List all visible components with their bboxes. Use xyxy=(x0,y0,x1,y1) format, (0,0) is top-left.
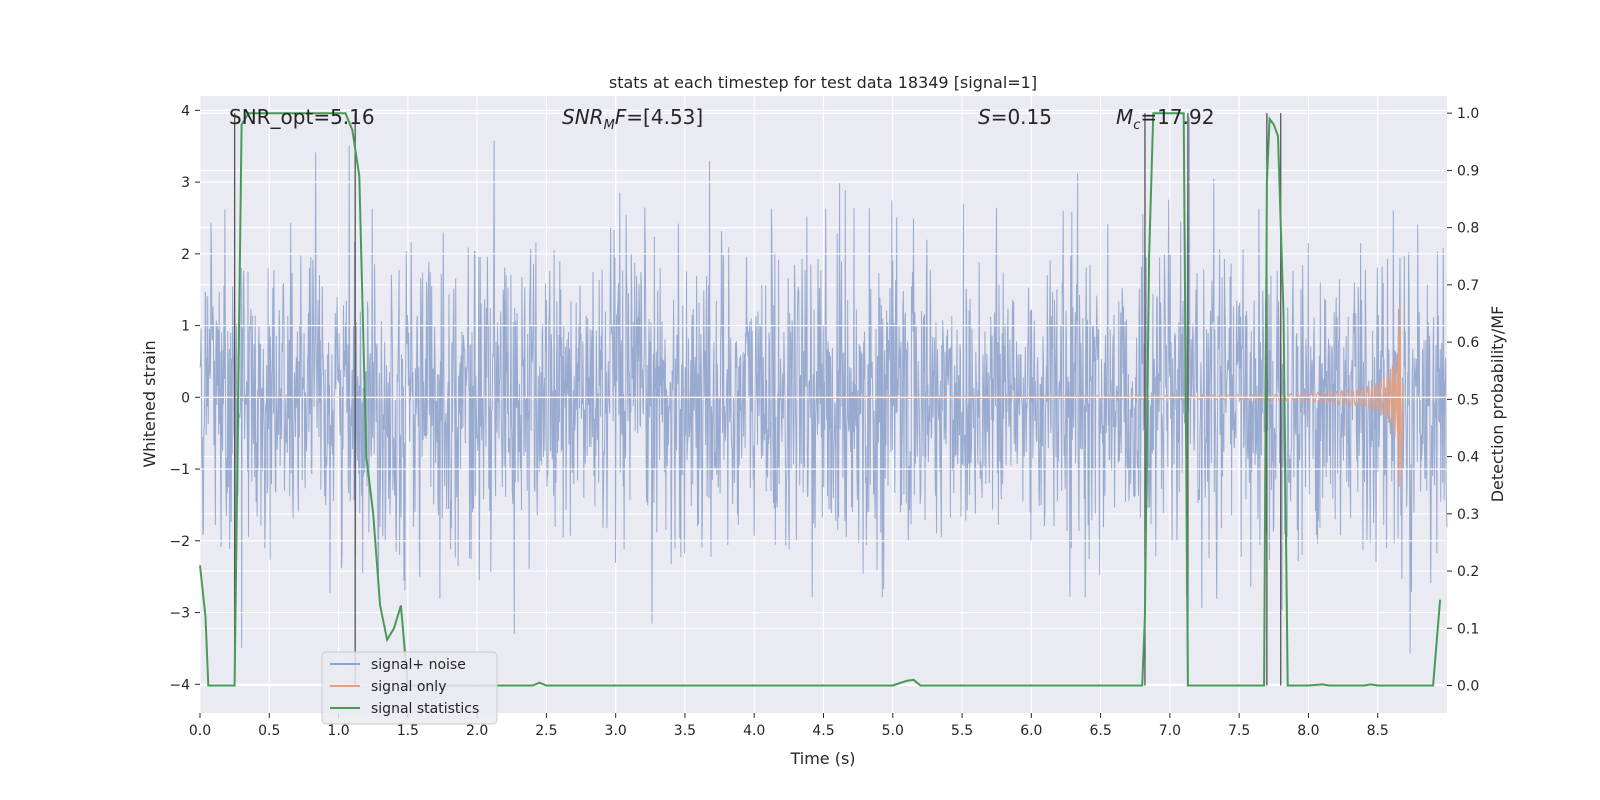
x-tick-label: 0.5 xyxy=(258,723,280,739)
y-tick-label-left: −3 xyxy=(169,606,190,622)
y-tick-label-left: −1 xyxy=(169,462,190,478)
x-tick-label: 2.5 xyxy=(535,723,557,739)
x-tick-label: 4.0 xyxy=(743,723,765,739)
annotation-mc-value: =17.92 xyxy=(1140,105,1214,129)
x-tick-label: 6.5 xyxy=(1089,723,1111,739)
annotation-s-label: S xyxy=(978,105,991,129)
y-tick-label-right: 0.1 xyxy=(1457,621,1479,637)
x-tick-label: 1.5 xyxy=(397,723,419,739)
axis-ticks: 0.0 0.5 1.0 1.5 2.0 2.5 3.0 3.5 4.0 4.5 5.0 5.5 6.0 6… xyxy=(169,103,1479,739)
legend-label-signal-only: signal only xyxy=(371,679,446,695)
y-tick-label-left: 3 xyxy=(181,175,190,191)
annotation-s-value: =0.15 xyxy=(991,105,1052,129)
y-tick-label-right: 1.0 xyxy=(1457,106,1479,122)
y-tick-label-left: 0 xyxy=(181,390,190,406)
annotation-snr-mf-sub: M xyxy=(604,118,615,133)
legend-label-statistics: signal statistics xyxy=(371,701,479,717)
y-tick-label-right: 0.9 xyxy=(1457,163,1479,179)
y-tick-label-left: 4 xyxy=(181,103,190,119)
signal-noise-series xyxy=(199,117,1448,654)
legend-box xyxy=(321,651,498,725)
x-tick-label: 1.0 xyxy=(327,723,349,739)
y-tick-label-right: 0.0 xyxy=(1457,679,1479,695)
chart-title: stats at each timestep for test data 183… xyxy=(609,73,1037,92)
annotation-snr-mf-suffix: F xyxy=(615,105,627,129)
annotation-snr-mf-value: =[4.53] xyxy=(626,105,703,129)
y-tick-label-right: 0.6 xyxy=(1457,335,1479,351)
y-tick-label-left: 1 xyxy=(181,319,190,335)
y-axis-label-left: Whitened strain xyxy=(140,340,159,467)
y-tick-label-left: 2 xyxy=(181,247,190,263)
legend-label-noise: signal+ noise xyxy=(371,657,466,673)
y-tick-label-left: −2 xyxy=(169,534,190,550)
noise-line xyxy=(199,117,1448,654)
y-tick-label-left: −4 xyxy=(169,677,190,693)
x-tick-label: 0.0 xyxy=(189,723,211,739)
legend: signal+ noise signal only signal statist… xyxy=(321,651,498,725)
y-tick-label-right: 0.7 xyxy=(1457,278,1479,294)
x-tick-label: 3.5 xyxy=(674,723,696,739)
annotation-mc-label: M xyxy=(1116,105,1133,129)
statistics-line xyxy=(199,112,1442,687)
annotation-snr-opt: SNR_opt=5.16 xyxy=(229,105,375,129)
x-tick-label: 7.5 xyxy=(1228,723,1250,739)
x-tick-label: 2.0 xyxy=(466,723,488,739)
x-tick-label: 8.0 xyxy=(1297,723,1319,739)
x-tick-label: 6.0 xyxy=(1020,723,1042,739)
y-axis-label-right: Detection probability/MF xyxy=(1488,306,1507,503)
y-tick-label-right: 0.5 xyxy=(1457,392,1479,408)
y-tick-label-right: 0.3 xyxy=(1457,507,1479,523)
y-tick-label-right: 0.2 xyxy=(1457,564,1479,580)
grid-left xyxy=(200,109,1447,685)
annotation-s: S=0.15 xyxy=(978,105,1052,129)
annotation-snr-mf: SNRMF=[4.53] xyxy=(562,105,703,133)
x-tick-label: 5.5 xyxy=(951,723,973,739)
y-tick-label-right: 0.8 xyxy=(1457,221,1479,237)
annotation-snr-mf-label: SNR xyxy=(562,105,604,129)
x-tick-label: 7.0 xyxy=(1159,723,1181,739)
x-tick-label: 4.5 xyxy=(812,723,834,739)
annotation-mc-sub: c xyxy=(1133,118,1140,133)
y-tick-label-right: 0.4 xyxy=(1457,450,1479,466)
annotation-mc: Mc=17.92 xyxy=(1116,105,1214,133)
x-tick-label: 8.5 xyxy=(1367,723,1389,739)
x-tick-label: 5.0 xyxy=(882,723,904,739)
x-tick-label: 3.0 xyxy=(605,723,627,739)
signal-statistics-series xyxy=(199,112,1442,687)
x-axis-label: Time (s) xyxy=(789,749,855,768)
